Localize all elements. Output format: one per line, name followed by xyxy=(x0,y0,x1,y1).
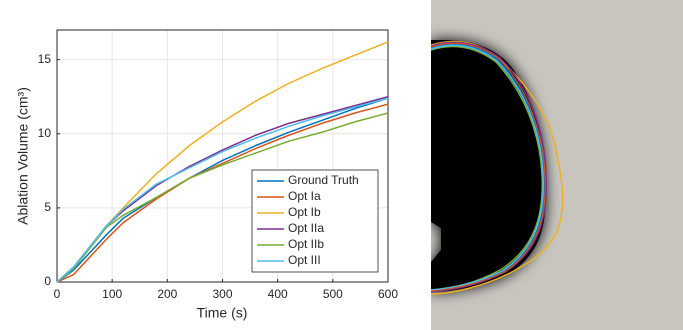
y-tick-label: 5 xyxy=(44,200,51,214)
legend-label: Ground Truth xyxy=(288,173,359,187)
legend-label: Opt IIb xyxy=(288,237,324,251)
x-tick-label: 600 xyxy=(378,287,398,301)
x-tick-label: 300 xyxy=(212,287,232,301)
x-tick-label: 200 xyxy=(157,287,177,301)
legend-label: Opt Ib xyxy=(288,205,321,219)
y-tick-label: 10 xyxy=(38,126,52,140)
x-axis-label: Time (s) xyxy=(197,305,248,321)
y-tick-label: 15 xyxy=(38,52,52,66)
x-tick-label: 500 xyxy=(323,287,343,301)
figure: 0 100 200 300 400 500 600 0 5 10 15 Ground Truth Opt… xyxy=(0,0,683,330)
legend-label: Opt Ia xyxy=(288,189,321,203)
x-tick-label: 100 xyxy=(102,287,122,301)
simulation-image xyxy=(431,0,683,330)
x-tick-label: 0 xyxy=(54,287,61,301)
y-tick-label: 0 xyxy=(44,274,51,288)
legend: Ground Truth Opt Ia Opt Ib Opt IIa Opt IIb Op… xyxy=(252,170,378,272)
y-axis-label: Ablation Volume (cm³) xyxy=(15,87,31,225)
plot-area: 0 100 200 300 400 500 600 0 5 10 15 Ground Truth Opt… xyxy=(38,30,399,301)
legend-label: Opt IIa xyxy=(288,221,324,235)
legend-label: Opt III xyxy=(288,253,321,267)
x-tick-label: 400 xyxy=(268,287,288,301)
